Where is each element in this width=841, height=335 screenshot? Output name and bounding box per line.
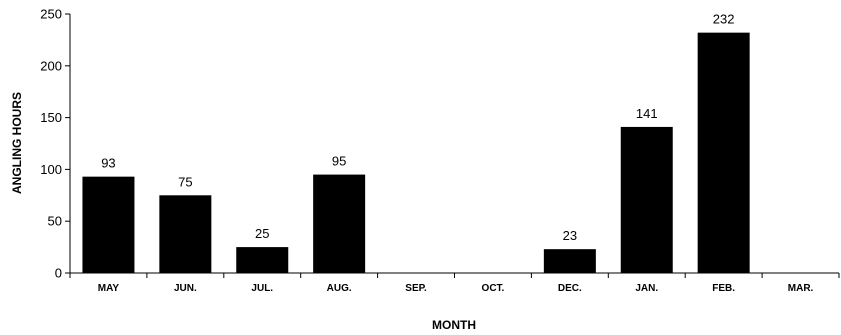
bar (236, 247, 289, 273)
bar (543, 249, 596, 273)
bar (697, 32, 750, 274)
data-label: 23 (563, 228, 577, 243)
x-tick-label: AUG. (327, 283, 352, 294)
bar (313, 174, 366, 273)
bar (620, 126, 673, 273)
data-label: 95 (332, 154, 346, 169)
y-tick-label: 50 (48, 214, 62, 229)
x-axis: MAY JUN. JUL. AUG. SEP. OCT. DEC. JAN. FEB. MAR. (69, 272, 840, 294)
x-tick-label: SEP. (405, 283, 427, 294)
x-axis-title: MONTH (432, 318, 476, 332)
data-label: 141 (636, 106, 658, 121)
x-tick-label: MAR. (788, 283, 814, 294)
x-ticks: MAY JUN. JUL. AUG. SEP. OCT. DEC. JAN. FEB. MAR. (69, 273, 840, 294)
x-tick-label: JUL. (251, 283, 273, 294)
y-tick-label: 150 (40, 110, 62, 125)
y-axis: 0 50 100 150 200 250 (40, 7, 71, 281)
y-tick-label: 100 (40, 162, 62, 177)
x-tick-label: MAY (98, 283, 120, 294)
bar (159, 195, 212, 273)
x-tick-label: OCT. (482, 283, 505, 294)
data-label: 93 (101, 156, 115, 171)
y-tick-label: 200 (40, 58, 62, 73)
data-label: 232 (713, 12, 735, 27)
x-tick-label: JAN. (635, 283, 658, 294)
x-tick-label: DEC. (558, 283, 582, 294)
data-labels: 93 75 25 95 23 141 232 (101, 12, 734, 244)
y-axis-title: ANGLING HOURS (10, 92, 24, 194)
y-ticks: 0 50 100 150 200 250 (40, 7, 70, 281)
x-tick-label: FEB. (712, 283, 735, 294)
y-tick-label: 0 (55, 266, 62, 281)
data-label: 25 (255, 226, 269, 241)
bar (82, 176, 135, 273)
data-label: 75 (178, 174, 192, 189)
bars (82, 32, 750, 274)
x-tick-label: JUN. (174, 283, 197, 294)
y-tick-label: 250 (40, 7, 62, 22)
